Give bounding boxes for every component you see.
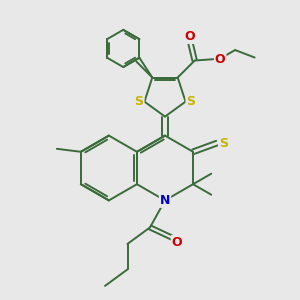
- Text: O: O: [215, 52, 226, 65]
- Text: S: S: [186, 95, 195, 108]
- Text: S: S: [219, 136, 228, 150]
- Text: O: O: [185, 30, 196, 43]
- Text: S: S: [135, 95, 144, 108]
- Text: N: N: [160, 194, 170, 207]
- Text: O: O: [172, 236, 182, 249]
